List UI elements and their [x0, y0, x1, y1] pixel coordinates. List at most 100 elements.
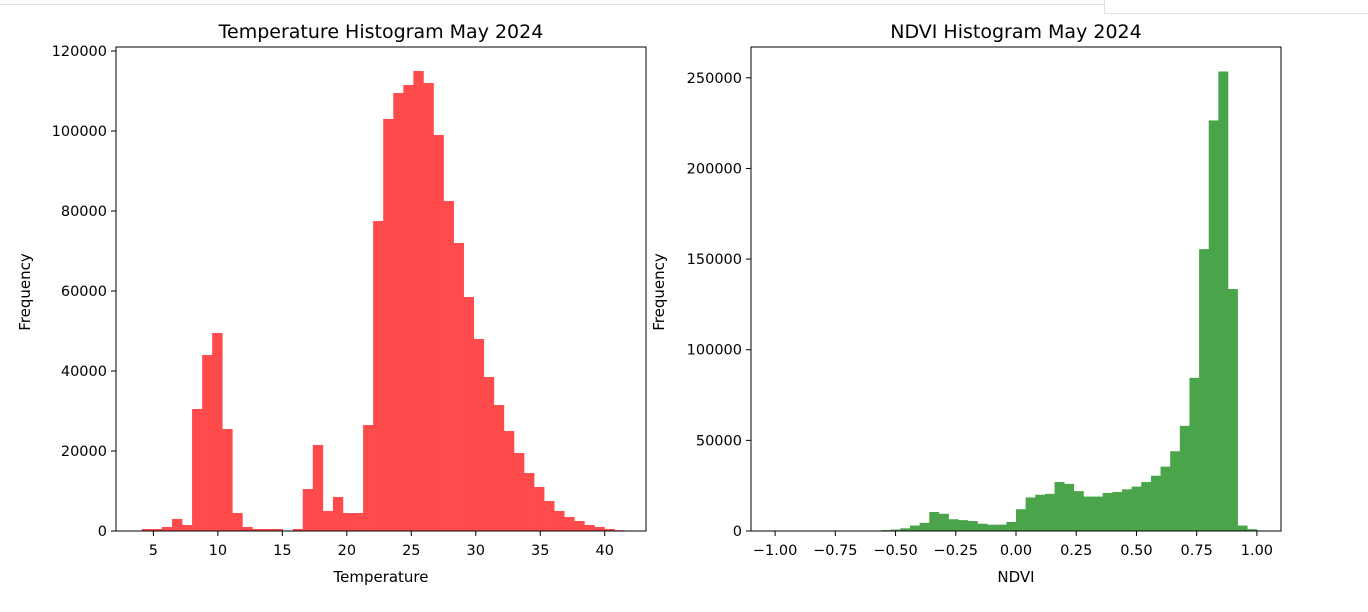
plot-frame	[750, 46, 1282, 532]
histogram-bar	[1228, 289, 1238, 531]
histogram-bar	[1054, 482, 1065, 531]
histogram-bar	[564, 517, 575, 531]
x-tick-label: 10	[209, 543, 227, 559]
y-tick-label: 150000	[687, 252, 742, 268]
histogram-bar	[534, 487, 545, 531]
chart-title: Temperature Histogram May 2024	[218, 21, 544, 43]
x-tick-label: 40	[596, 543, 614, 559]
histogram-bar	[1093, 496, 1104, 531]
histogram-bar	[272, 529, 283, 531]
x-tick-label: 15	[273, 543, 291, 559]
histogram-bar	[383, 119, 394, 531]
y-tick-label: 100000	[52, 124, 107, 140]
histogram-bar	[544, 501, 555, 531]
histogram-bar	[483, 377, 495, 531]
histogram-bar	[182, 525, 193, 531]
histogram-bar	[910, 525, 920, 531]
histogram-bar	[919, 522, 930, 531]
x-tick-label: −1.00	[753, 543, 797, 559]
histogram-bar	[171, 519, 183, 531]
histogram-bar	[1122, 489, 1132, 531]
ndvi-histogram: NDVI Histogram May 2024 NDVI Frequency −…	[650, 21, 1282, 586]
x-tick-label: 20	[338, 543, 356, 559]
histogram-bar	[900, 528, 911, 531]
histogram-bar	[513, 453, 525, 531]
histogram-bar	[594, 527, 605, 531]
histogram-bar	[363, 425, 374, 531]
histogram-bar	[958, 520, 969, 531]
x-tick-label: 25	[402, 543, 420, 559]
histogram-bar	[1073, 491, 1084, 531]
histogram-bar	[1025, 497, 1036, 531]
histogram-bar	[1208, 120, 1219, 532]
histogram-bar	[332, 497, 344, 531]
histogram-bar	[413, 71, 424, 531]
histogram-bar	[222, 429, 233, 531]
histogram-bar	[342, 513, 354, 531]
x-tick-label: 30	[467, 543, 485, 559]
x-tick-label: 0.75	[1181, 543, 1213, 559]
histogram-bar	[929, 511, 940, 531]
histogram-bar	[967, 521, 978, 531]
histogram-bar	[141, 529, 153, 531]
histogram-bar	[1112, 492, 1123, 531]
histogram-bar	[604, 529, 615, 531]
histogram-bar	[453, 243, 464, 531]
histogram-bar	[890, 529, 901, 531]
bars	[871, 71, 1258, 532]
histogram-bar	[393, 93, 404, 531]
y-tick-label: 0	[98, 524, 107, 540]
top-right-panel	[1104, 0, 1368, 14]
histogram-bar	[524, 473, 535, 531]
y-tick-label: 20000	[61, 444, 107, 460]
x-tick-label: 35	[531, 543, 549, 559]
y-tick-label: 40000	[61, 364, 107, 380]
histogram-bar	[232, 513, 243, 531]
histogram-bar	[202, 355, 213, 531]
y-axis-label: Frequency	[16, 253, 34, 331]
histogram-bar	[242, 527, 253, 531]
bars	[141, 71, 625, 531]
histogram-bar	[353, 513, 364, 531]
x-tick-label: −0.50	[873, 543, 917, 559]
x-ticks: −1.00 −0.75 −0.50 −0.25 0.00 0.25 0.50 0.75 1.00	[753, 531, 1273, 559]
histogram-bar	[1141, 482, 1152, 531]
x-tick-label: 0.50	[1120, 543, 1152, 559]
x-tick-label: −0.75	[813, 543, 857, 559]
histogram-bar	[443, 201, 454, 531]
histogram-bar	[262, 529, 273, 531]
histogram-bar	[192, 409, 203, 531]
histogram-bar	[584, 525, 595, 531]
x-tick-label: 1.00	[1241, 543, 1273, 559]
histogram-bar	[1247, 529, 1258, 531]
histogram-bar	[473, 339, 485, 531]
histogram-bar	[1150, 475, 1161, 531]
y-tick-label: 250000	[687, 71, 742, 87]
histogram-bar	[151, 529, 163, 531]
histogram-bar	[1189, 377, 1200, 531]
y-tick-label: 50000	[696, 433, 742, 449]
histogram-bar	[312, 445, 324, 531]
histogram-bar	[1064, 483, 1075, 531]
y-tick-label: 120000	[52, 44, 107, 60]
histogram-bar	[493, 405, 505, 531]
y-tick-label: 0	[733, 524, 742, 540]
y-tick-label: 100000	[687, 343, 742, 359]
histogram-bar	[1006, 521, 1017, 531]
histogram-bar	[1179, 425, 1190, 531]
histogram-bar	[1083, 496, 1094, 531]
histogram-bar	[1199, 249, 1210, 531]
histogram-bar	[212, 333, 223, 531]
y-axis-label: Frequency	[650, 253, 668, 331]
plot-frame	[115, 46, 647, 532]
histogram-bar	[1160, 466, 1171, 531]
y-tick-label: 200000	[687, 161, 742, 177]
histogram-bar	[322, 511, 334, 531]
top-border	[0, 0, 1104, 5]
y-tick-label: 60000	[61, 284, 107, 300]
histogram-bar	[574, 521, 585, 531]
histogram-bar	[302, 489, 314, 531]
histogram-bar	[948, 519, 959, 531]
y-ticks: 0 50000 100000 150000 200000 250000	[687, 71, 751, 540]
